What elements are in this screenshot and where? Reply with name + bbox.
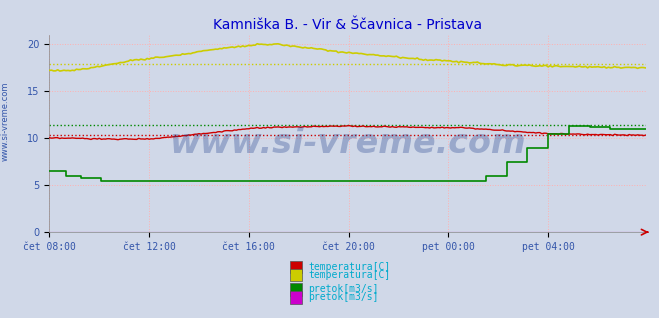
Text: pretok[m3/s]: pretok[m3/s] xyxy=(308,292,379,302)
Text: pretok[m3/s]: pretok[m3/s] xyxy=(308,284,379,294)
Title: Kamniška B. - Vir & Ščavnica - Pristava: Kamniška B. - Vir & Ščavnica - Pristava xyxy=(213,18,482,32)
Text: temperatura[C]: temperatura[C] xyxy=(308,262,391,272)
Text: www.si-vreme.com: www.si-vreme.com xyxy=(169,127,526,160)
Text: www.si-vreme.com: www.si-vreme.com xyxy=(1,81,10,161)
Text: temperatura[C]: temperatura[C] xyxy=(308,270,391,280)
